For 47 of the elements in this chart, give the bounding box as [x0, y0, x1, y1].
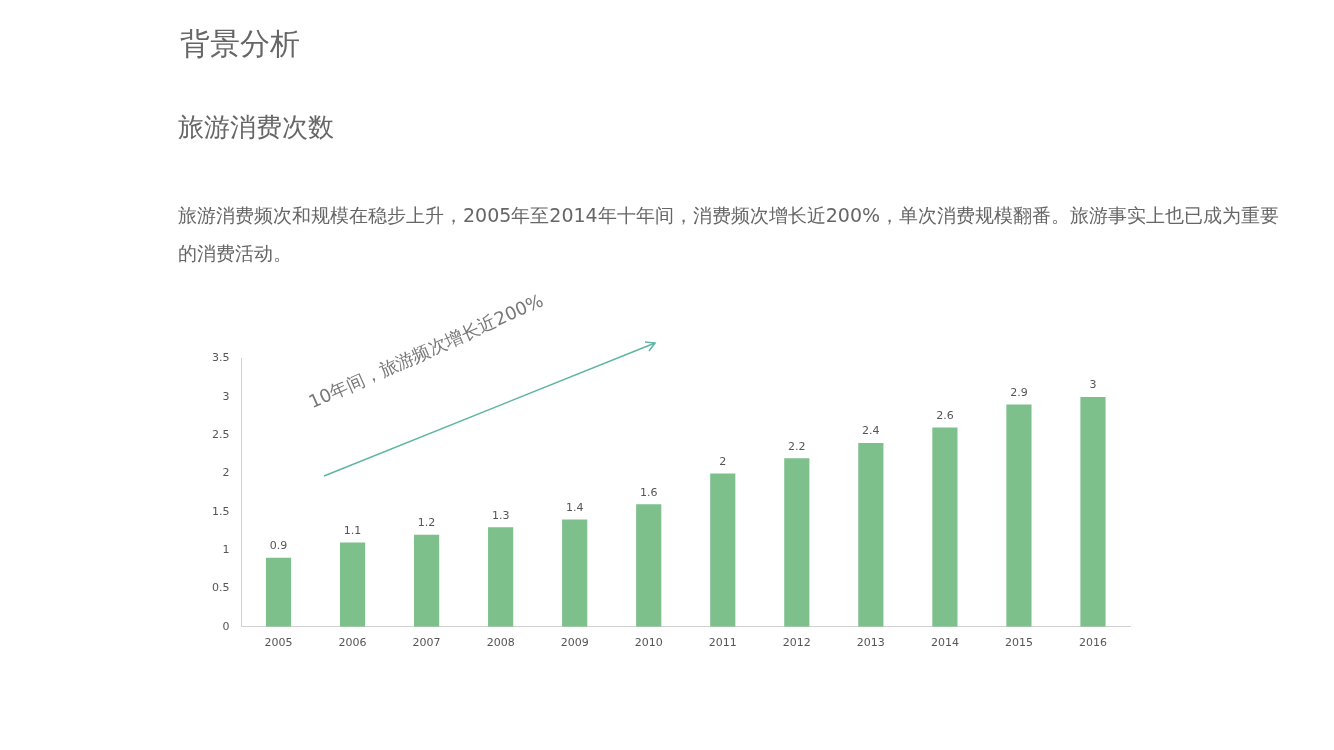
x-tick-label: 2012: [782, 636, 811, 650]
chart-title: 背景分析: [180, 25, 300, 63]
y-tick-label: 0.5: [211, 581, 230, 595]
data-label: 1.4: [565, 500, 584, 514]
bar: [636, 504, 662, 627]
y-tick-label: 0: [222, 619, 230, 633]
x-tick-label: 2006: [338, 636, 367, 650]
data-label: 2: [719, 454, 727, 468]
data-label: 2.2: [788, 439, 806, 453]
x-tick-label: 2015: [1004, 636, 1033, 650]
x-tick-label: 2016: [1078, 636, 1107, 650]
data-label: 2.9: [1010, 385, 1028, 399]
bar: [339, 542, 366, 627]
y-tick-label: 2.5: [211, 428, 230, 442]
bar: [1006, 404, 1032, 627]
x-tick-label: 2010: [634, 636, 663, 650]
chart-subtitle: 旅游消费次数: [178, 111, 334, 144]
x-tick-label: 2013: [856, 636, 885, 650]
bar: [265, 557, 292, 627]
data-label: 1.1: [343, 523, 362, 537]
bar: [1080, 396, 1106, 627]
x-tick-label: 2011: [708, 636, 737, 650]
bar: [858, 442, 884, 627]
data-label: 3: [1089, 378, 1097, 392]
bar: [784, 458, 810, 627]
x-tick-label: 2008: [486, 636, 515, 650]
data-label: 2.6: [936, 408, 954, 422]
bar: [562, 519, 588, 627]
x-tick-label: 2007: [412, 636, 441, 650]
x-tick-label: 2009: [560, 636, 589, 650]
bar: [710, 473, 736, 627]
text: 旅游消费频次和规模在稳步上升，2005年至2014年十年间，消费频次增长近200%，单次消费规模翻番。旅游事实上也已成为重要的消费活动。: [178, 203, 1281, 266]
x-tick-label: 2014: [930, 636, 959, 650]
data-label: 0.9: [269, 539, 288, 553]
data-label: 2.4: [862, 424, 880, 438]
y-tick-label: 3: [222, 389, 230, 403]
data-label: 1.2: [417, 516, 436, 530]
data-label: 1.3: [491, 508, 510, 522]
y-tick-label: 3.5: [211, 351, 230, 365]
y-tick-label: 1: [222, 543, 230, 557]
bar: [932, 427, 958, 627]
data-label: 1.6: [639, 485, 658, 499]
y-tick-label: 1.5: [211, 504, 230, 518]
x-tick-label: 2005: [264, 636, 293, 650]
bar: [414, 534, 440, 627]
y-tick-label: 2: [222, 466, 230, 480]
bar: [488, 527, 514, 627]
